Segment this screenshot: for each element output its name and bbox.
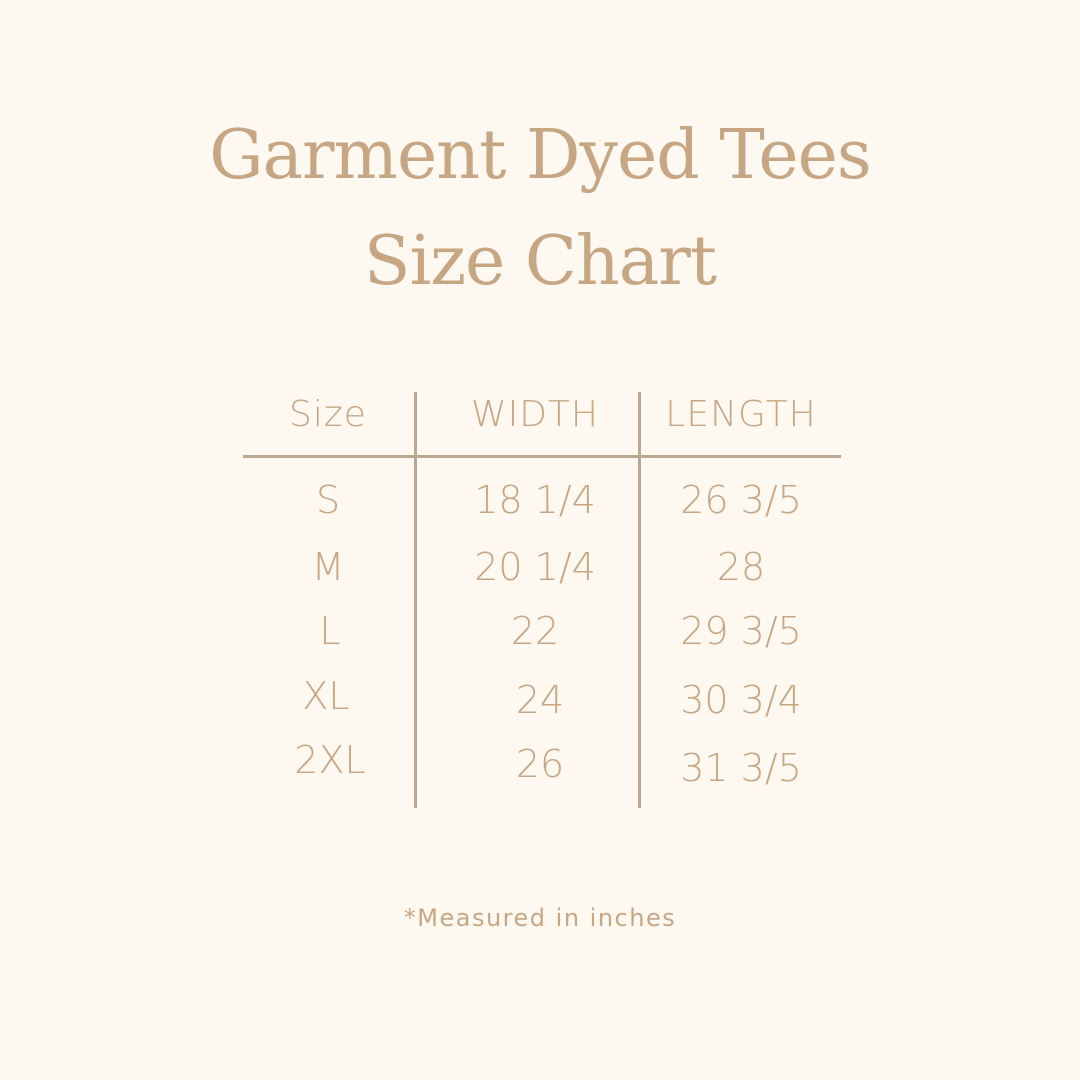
cell-width: 22 — [510, 609, 560, 653]
cell-length: 30 3/4 — [680, 678, 802, 722]
header-size: Size — [289, 394, 367, 435]
title-line-2: Size Chart — [363, 222, 717, 301]
cell-size: M — [311, 545, 345, 589]
cell-size: XL — [302, 674, 350, 718]
cell-width: 24 — [515, 678, 565, 722]
cell-size: S — [315, 478, 341, 522]
cell-length: 26 3/5 — [680, 478, 802, 522]
cell-length: 31 3/5 — [680, 746, 802, 790]
cell-length: 29 3/5 — [680, 609, 802, 653]
cell-width: 20 1/4 — [474, 545, 596, 589]
cell-size: L — [319, 609, 341, 653]
title-line-1: Garment Dyed Tees — [209, 116, 872, 195]
header-length: LENGTH — [665, 394, 817, 435]
cell-width: 18 1/4 — [474, 478, 596, 522]
header-divider — [243, 455, 841, 458]
column-divider-1 — [414, 392, 417, 808]
footnote: *Measured in inches — [403, 904, 677, 932]
header-width: WIDTH — [471, 394, 599, 435]
column-divider-2 — [638, 392, 641, 808]
cell-size: 2XL — [294, 738, 366, 782]
cell-length: 28 — [716, 545, 766, 589]
cell-width: 26 — [515, 742, 565, 786]
